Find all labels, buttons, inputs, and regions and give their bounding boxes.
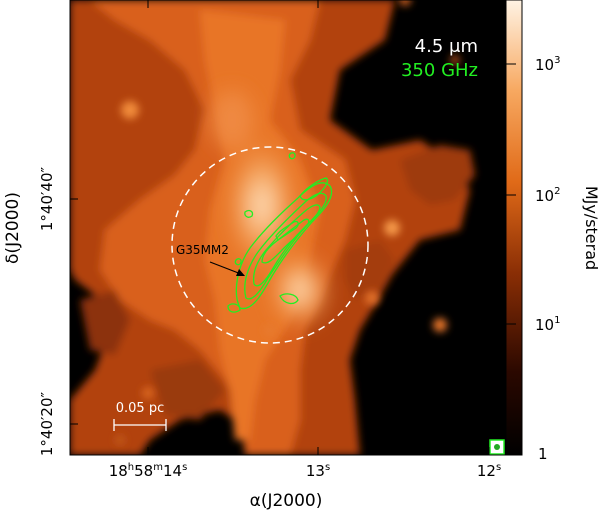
contour-blob-d <box>227 303 241 313</box>
x-tick-mid: 13s <box>306 462 330 480</box>
beam-marker <box>489 439 505 455</box>
contour-5 <box>275 220 299 241</box>
contour-2 <box>244 192 327 300</box>
contour-outer <box>235 182 333 310</box>
colorbar <box>505 0 523 456</box>
source-arrow <box>209 261 245 276</box>
colorbar-ticks: 1 101 102 103 <box>535 55 560 463</box>
x-tick-right: 12s <box>477 462 501 480</box>
contour-blob-e <box>234 258 242 266</box>
contours-350ghz <box>227 152 333 313</box>
colorbar-label: MJy/sterad <box>582 186 600 270</box>
freq-label: 350 GHz <box>401 60 478 81</box>
contour-3 <box>252 204 321 287</box>
contour-blob-b <box>244 209 254 218</box>
y-tick-upper: 1°40′40″ <box>38 166 56 231</box>
y-tick-lower: 1°40′20″ <box>38 391 56 456</box>
sky-image: G35MM2 4.5 μm 350 GHz 0.05 pc <box>70 0 506 455</box>
cb-tick-100: 102 <box>535 186 560 205</box>
x-tick-left: 18h58m14s <box>109 462 188 480</box>
contour-6 <box>299 177 329 201</box>
x-axis-label: α(J2000) <box>250 491 323 511</box>
scalebar-label: 0.05 pc <box>116 401 164 416</box>
beam-circle <box>171 146 369 344</box>
scalebar <box>113 419 167 431</box>
source-label: G35MM2 <box>176 243 229 257</box>
contour-blob-a <box>279 293 299 305</box>
contour-4 <box>261 218 310 264</box>
cb-tick-1000: 103 <box>535 55 560 74</box>
compact-sources <box>115 0 460 445</box>
y-axis-label: δ(J2000) <box>3 192 23 264</box>
cb-tick-1: 1 <box>538 445 548 463</box>
bright-core <box>210 90 332 330</box>
band-label: 4.5 μm <box>415 36 478 57</box>
contour-blob-c <box>288 152 296 160</box>
cb-tick-10: 101 <box>535 315 560 334</box>
